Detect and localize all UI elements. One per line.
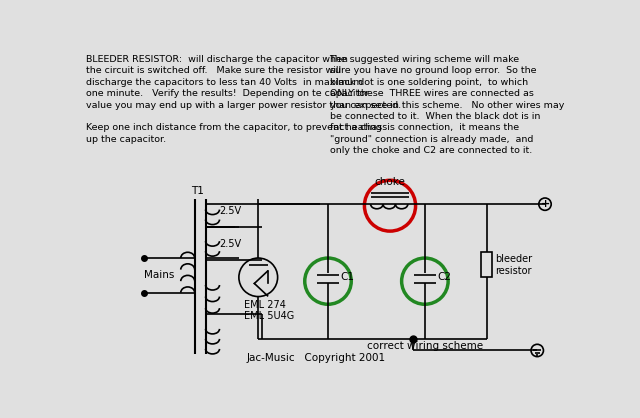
Text: correct wiring scheme: correct wiring scheme [367,341,483,351]
Text: choke: choke [374,177,405,187]
Text: +: + [540,199,550,209]
Text: BLEEDER RESISTOR:  will discharge the capacitor when
the circuit is switched off: BLEEDER RESISTOR: will discharge the cap… [86,55,401,144]
Text: Jac-Music   Copyright 2001: Jac-Music Copyright 2001 [246,353,386,363]
Text: The suggested wiring scheme will make
sure you have no ground loop error.  So th: The suggested wiring scheme will make su… [330,55,564,155]
Text: C2: C2 [437,272,451,282]
Text: 2.5V: 2.5V [220,239,242,249]
Text: bleeder
resistor: bleeder resistor [495,254,532,276]
Text: EML 274
EML 5U4G: EML 274 EML 5U4G [244,300,294,321]
Text: C1: C1 [340,272,355,282]
Text: T1: T1 [191,186,204,196]
Text: 2.5V: 2.5V [220,206,242,216]
Text: Mains: Mains [143,270,174,280]
Bar [481,252,492,277]
